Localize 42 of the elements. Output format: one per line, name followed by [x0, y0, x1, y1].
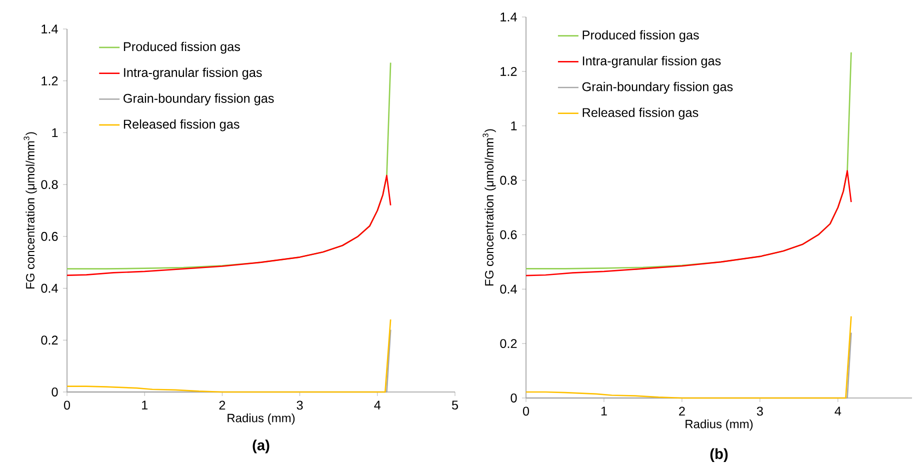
- y-tick-label: 1.2: [500, 67, 517, 76]
- legend-label: Produced fission gas: [582, 30, 699, 42]
- y-tick-label: 1: [511, 121, 517, 130]
- legend-label: Intra-granular fission gas: [124, 68, 262, 80]
- y-tick-label: 1: [52, 128, 58, 138]
- y-tick-label: 0.8: [41, 180, 58, 190]
- y-tick-label: 0: [52, 388, 58, 396]
- y-tick-label: 0.6: [500, 230, 517, 240]
- x-axis-title: Radius (mm): [228, 413, 295, 425]
- legend-label: Grain-boundary fission gas: [124, 94, 274, 106]
- x-tick-label: 4: [834, 406, 842, 416]
- x-tick-label: 3: [756, 406, 763, 416]
- x-tick-label: 0: [522, 406, 530, 416]
- x-tick-label: 1: [601, 406, 607, 416]
- legend-label: Produced fission gas: [124, 42, 240, 54]
- x-tick-label: 5: [452, 400, 458, 410]
- y-tick-label: 1.4: [500, 12, 517, 22]
- y-tick-label: 0.4: [500, 284, 517, 294]
- y-tick-label: 0: [510, 394, 517, 402]
- x-tick-label: 3: [296, 400, 303, 410]
- x-tick-label: 1: [142, 400, 148, 410]
- text: (b): [710, 448, 728, 462]
- x-tick-label: 4: [374, 400, 381, 410]
- y-tick-label: 0.2: [500, 339, 517, 348]
- y-tick-label: 0.6: [41, 232, 58, 241]
- x-tick-label: 0: [64, 400, 70, 410]
- legend-label: Released fission gas: [582, 108, 698, 120]
- x-tick-label: 2: [219, 400, 226, 410]
- x-axis-title: Radius (mm): [686, 419, 753, 431]
- y-tick-label: 1.2: [42, 76, 58, 86]
- y-axis-title: FG concentration (μmol/mm$^{3}$): [24, 132, 37, 289]
- legend-label: Grain-boundary fission gas: [582, 82, 733, 94]
- y-axis-title: FG concentration (μmol/mm$^{3}$): [482, 129, 496, 286]
- y-tick-label: 0.2: [41, 336, 58, 345]
- y-tick-label: 0.8: [500, 176, 517, 185]
- y-tick-label: 0.4: [41, 284, 58, 293]
- legend-label: Released fission gas: [124, 119, 240, 132]
- x-tick-label: 2: [679, 406, 685, 416]
- line-series: [525, 170, 852, 276]
- legend-label: Intra-granular fission gas: [582, 56, 721, 68]
- y-tick-label: 1.4: [42, 24, 58, 34]
- text: (a): [252, 440, 270, 454]
